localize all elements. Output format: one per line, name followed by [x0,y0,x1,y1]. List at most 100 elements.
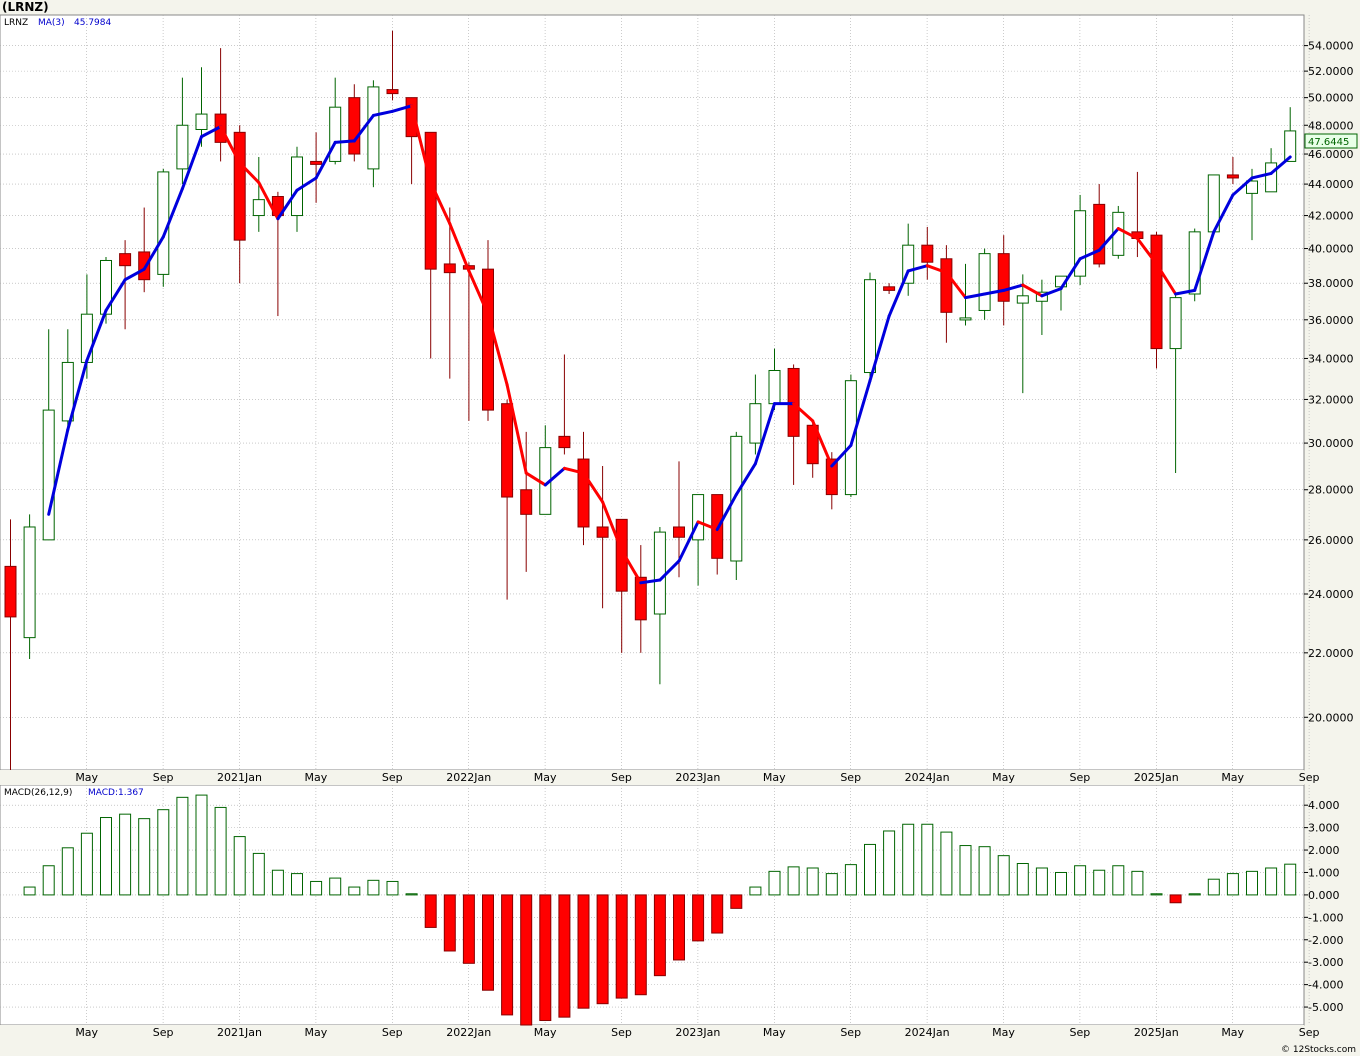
chart-title: (LRNZ) [2,0,49,14]
ma-segment [1078,248,1101,261]
macd-x-tick-label: Sep [382,1026,403,1039]
candle-down [386,89,399,95]
price-y-tick-label: 44.0000 [1308,178,1354,191]
candle-up [329,106,342,162]
ma-segment [753,402,776,466]
price-x-tick-label: 2023Jan [675,771,720,784]
ma-segment [1059,257,1082,291]
price-y-tick-label: 26.0000 [1308,534,1354,547]
price-x-tick-label: Sep [611,771,632,784]
macd-bar-positive [1035,867,1048,896]
price-xaxis-strip [0,770,1304,785]
candle-down [501,403,514,498]
macd-x-tick-label: 2025Jan [1134,1026,1179,1039]
ma-segment [47,428,70,516]
ma-segment [180,135,203,191]
ma-segment [1269,155,1292,175]
candle-down [4,565,17,618]
ma-segment [1021,283,1044,298]
macd-grid [0,785,1310,1025]
price-x-tick-label: 2025Jan [1134,771,1179,784]
ma-segment [983,288,1006,296]
ma-segment [1250,171,1273,180]
macd-x-tick-label: 2021Jan [217,1026,262,1039]
candle-up [367,86,380,170]
price-x-tick-label: Sep [1299,771,1320,784]
macd-bar-positive [157,809,170,896]
ma-segment [448,222,471,273]
ma-segment [696,520,719,532]
ma-segment [85,308,108,362]
ma-segment [601,500,624,552]
macd-bar-positive [348,886,361,896]
candle-up [864,279,876,374]
macd-x-ticks: May Sep 2021Jan May Sep 2022Jan May Sep 2023Jan M… [75,1026,1319,1039]
candle-down [615,518,628,592]
macd-x-tick-label: 2022Jan [446,1026,491,1039]
macd-y-tick-label: -4.000 [1308,979,1343,992]
price-y-tick-label: 52.0000 [1308,65,1354,78]
ma-segment [1097,227,1120,252]
price-y-tick-label: 30.0000 [1308,437,1354,450]
ma-segment [238,161,261,185]
price-y-tick-label: 48.0000 [1308,119,1354,132]
ma-segment [1155,262,1178,296]
candle-down [119,253,132,267]
candle-up [692,494,705,541]
candle-up [749,403,762,444]
macd-bar-negative [653,894,666,977]
macd-bar-positive [61,847,74,896]
candle-down [825,458,838,496]
macd-xaxis-strip [0,1025,1304,1040]
macd-bar-negative [1169,894,1182,904]
ma-segment [1174,288,1197,296]
price-grid [0,15,1310,770]
ma-segment [792,402,815,423]
ma-segment [1116,227,1139,240]
macd-bar-positive [1207,878,1220,896]
macd-y-tick-label: -3.000 [1308,956,1343,969]
macd-bar-positive [252,852,265,896]
candle-down [673,526,685,538]
ma-segment [257,181,280,221]
price-y-tick-label: 22.0000 [1308,647,1354,660]
macd-bar-positive [233,836,246,896]
ma-segment [811,419,834,468]
candle-up [23,526,36,639]
macd-bar-positive [214,806,227,896]
candle-down [138,251,151,281]
candle-down [233,131,246,241]
price-x-tick-label: 2021Jan [217,771,262,784]
candle-down [310,160,323,165]
ma-segment [849,379,872,447]
macd-bar-positive [119,813,132,896]
macd-bar-positive [310,880,323,896]
macd-x-tick-label: Sep [840,1026,861,1039]
ma-segment [123,267,146,282]
macd-bar-positive [978,846,991,896]
candle-up [61,361,74,422]
macd-bar-positive [921,823,934,896]
price-y-tick-label: 34.0000 [1308,352,1354,365]
ma-segment [887,269,910,318]
macd-bar-positive [100,817,112,896]
price-y-tick-label: 28.0000 [1308,484,1354,497]
ma-line [47,104,1292,585]
price-x-tick-label: May [1221,771,1244,784]
price-x-tick-label: May [305,771,328,784]
price-x-tick-label: May [763,771,786,784]
ma-segment [524,471,547,487]
price-x-ticks: May Sep 2021Jan May Sep 2022Jan May Sep 2023Jan M… [75,771,1319,784]
ma-segment [200,125,223,139]
candle-down [883,286,896,291]
macd-bar-positive [80,832,93,896]
macd-bar-positive [1112,865,1125,896]
ma-segment [505,383,528,475]
candle-down [443,263,456,274]
macd-bar-positive [1188,893,1201,896]
macd-y-ticks: 4.000 3.000 2.000 1.000 0.000 -1.000 -2.000 -3.… [1304,799,1343,1014]
macd-y-tick-label: 1.000 [1308,866,1340,879]
macd-bar-positive [768,870,781,896]
ma-segment [1002,283,1025,292]
ma-segment [314,140,337,180]
